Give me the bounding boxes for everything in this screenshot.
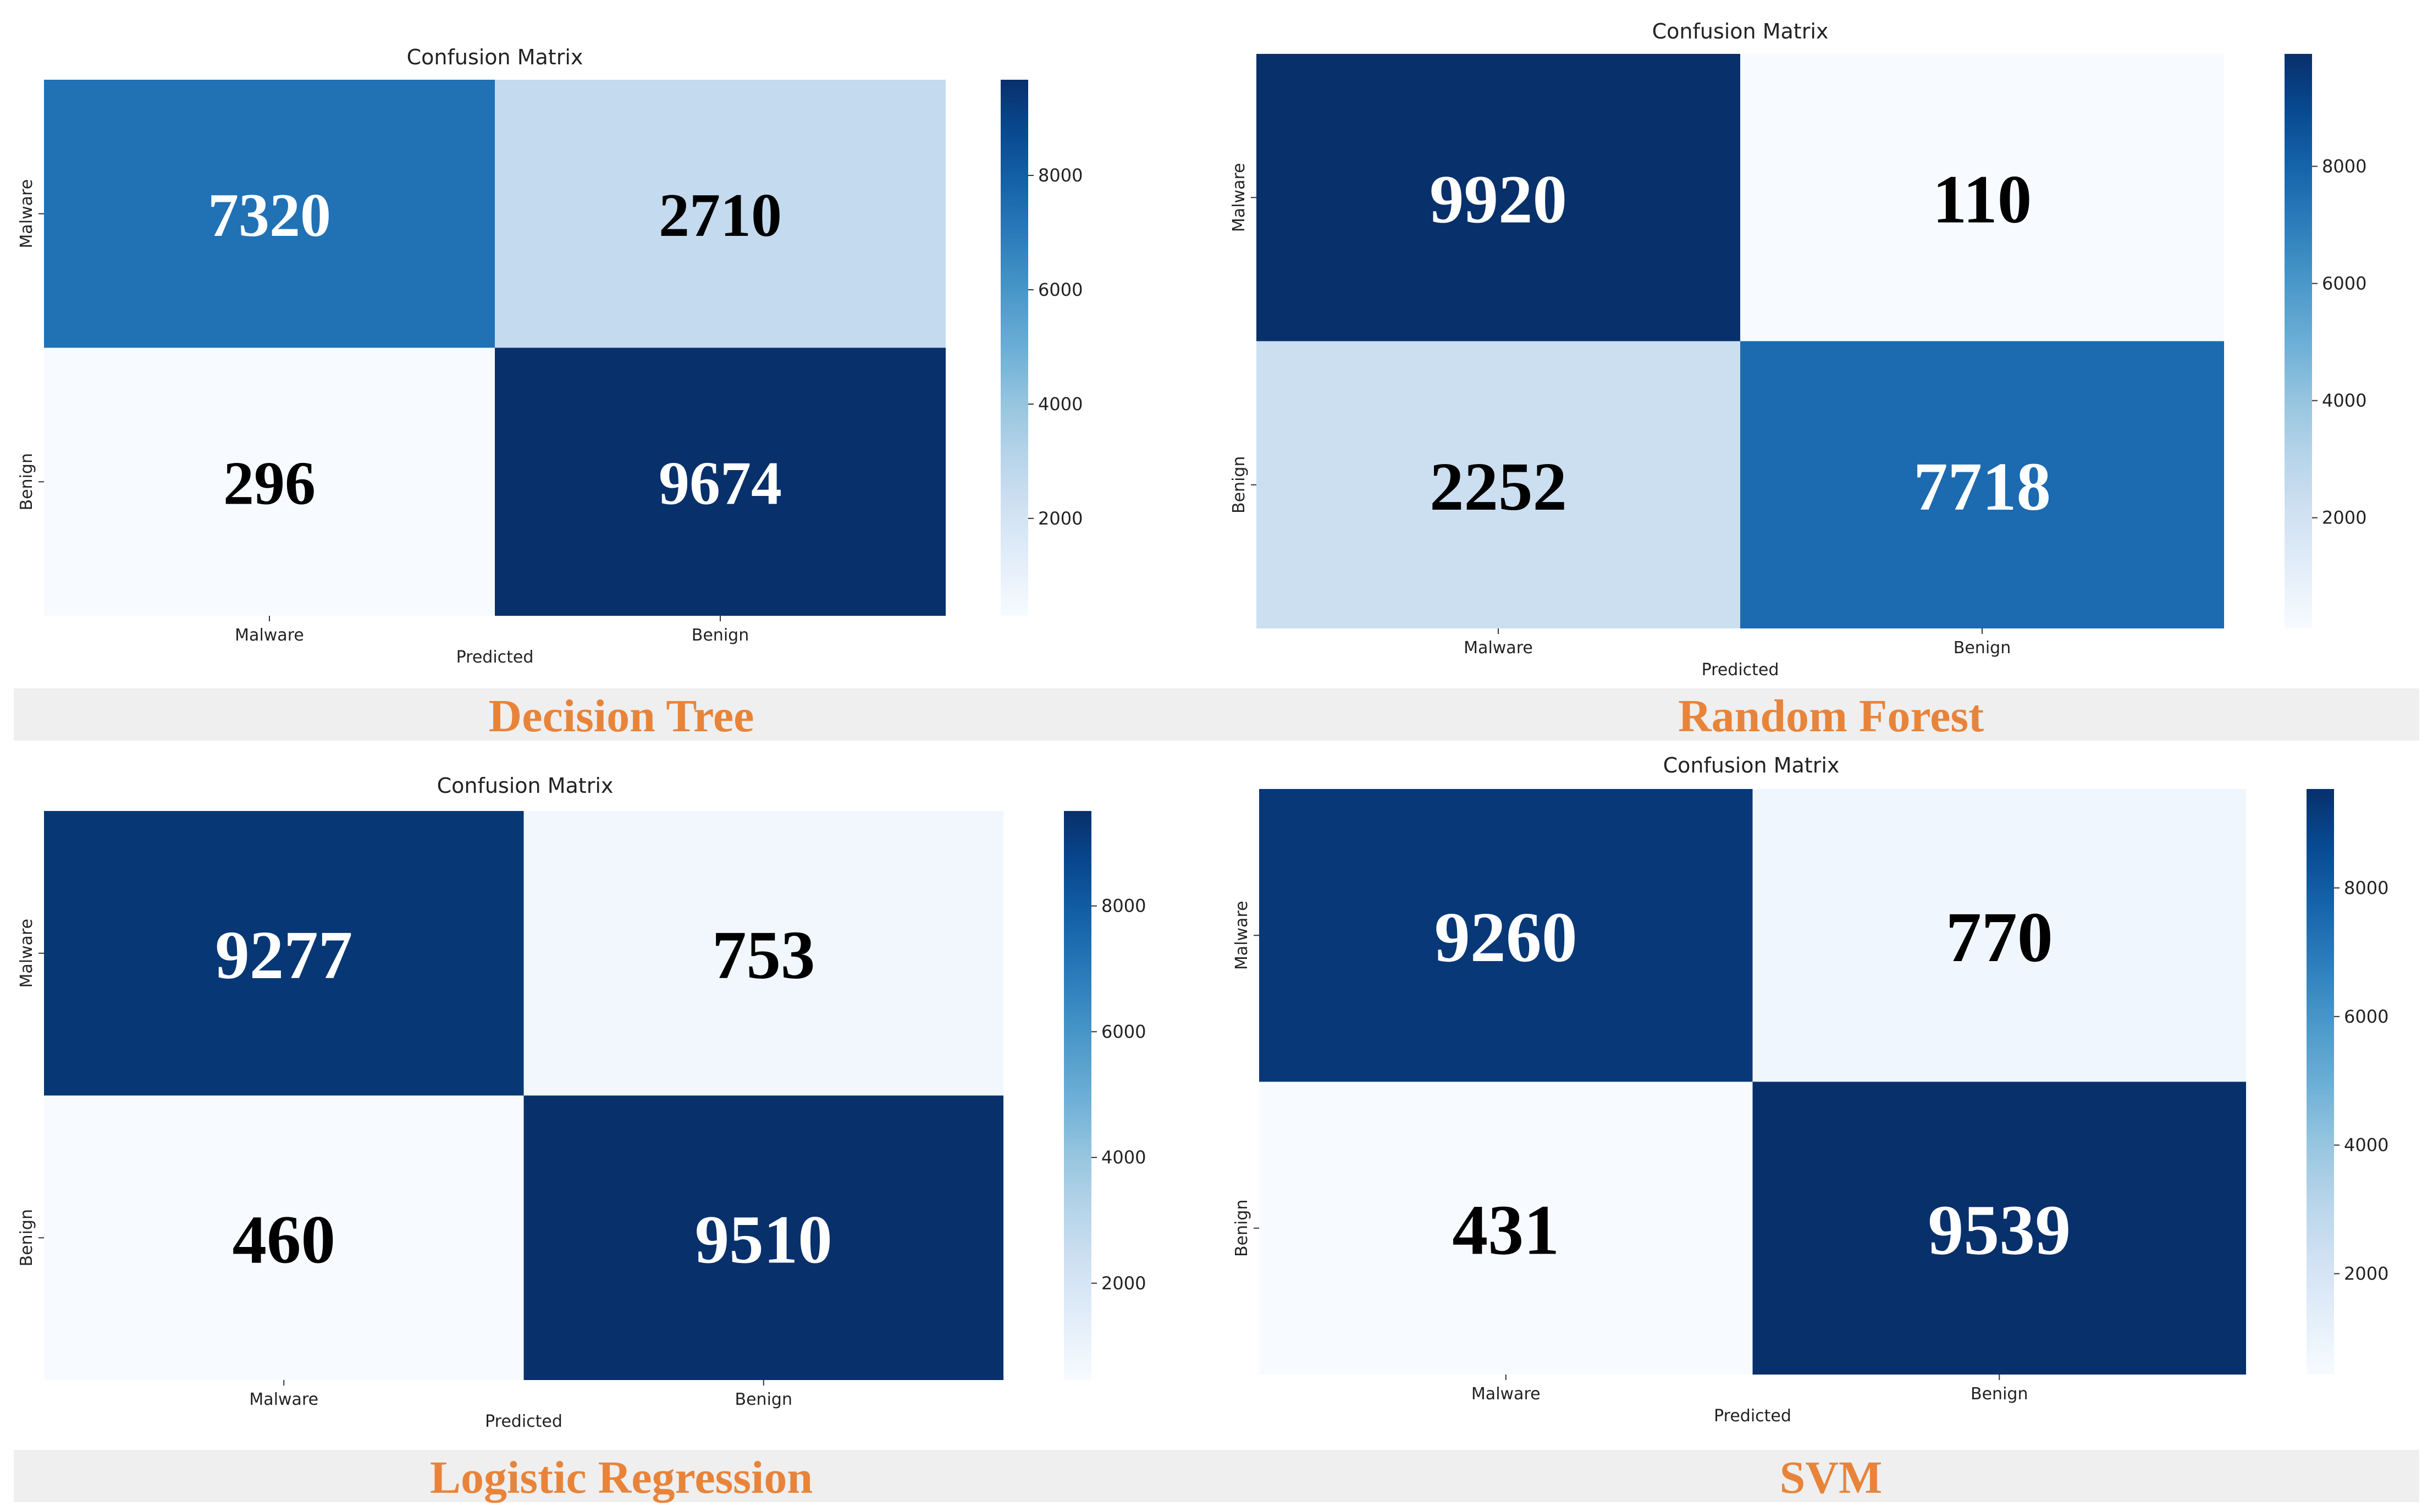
cell-value-label: 770 xyxy=(1946,898,2053,977)
colorbar xyxy=(1064,811,1091,1380)
chart-logistic-regression: Logistic Regression Confusion Matrix 9277 7… xyxy=(14,774,1212,1503)
colorbar-tick-label: 4000 xyxy=(1038,394,1083,415)
y-tick-label: Malware xyxy=(17,919,36,988)
heatmap-cell xyxy=(523,1095,1003,1380)
x-tick-label: Malware xyxy=(1464,638,1533,658)
colorbar-tick-label: 6000 xyxy=(1101,1021,1146,1042)
cell-value-label: 753 xyxy=(712,918,815,994)
cell-value-label: 296 xyxy=(223,450,316,518)
y-tick-label: Benign xyxy=(17,453,36,510)
caption-band xyxy=(1212,1450,2419,1502)
colorbar-tick-label: 6000 xyxy=(2322,273,2366,294)
cell-value-label: 7320 xyxy=(208,181,331,250)
cell-value-label: 431 xyxy=(1452,1191,1559,1270)
heatmap-cell xyxy=(1256,341,1740,628)
chart-decision-tree: Decision Tree Confusion Matrix 7320 2710 296… xyxy=(14,45,1212,742)
cell-value-label: 9260 xyxy=(1435,898,1577,977)
y-tick-label: Benign xyxy=(1232,1200,1251,1257)
cell-value-label: 9277 xyxy=(215,918,352,994)
colorbar xyxy=(1001,80,1028,616)
colorbar-tick-label: 2000 xyxy=(2344,1263,2388,1284)
heatmap-cell xyxy=(1740,54,2224,341)
colorbar-tick-label: 2000 xyxy=(1101,1273,1146,1294)
heatmap-cell xyxy=(44,811,524,1096)
colorbar-tick-label: 4000 xyxy=(1101,1147,1146,1168)
y-tick-label: Malware xyxy=(1229,163,1249,232)
cell-value-label: 460 xyxy=(233,1202,336,1278)
chart-title: Confusion Matrix xyxy=(1652,19,1829,43)
x-tick-label: Benign xyxy=(692,626,749,645)
x-tick-label: Benign xyxy=(1954,638,2011,658)
cell-value-label: 110 xyxy=(1933,162,2032,238)
chart-caption: Decision Tree xyxy=(489,691,754,742)
x-axis-label: Predicted xyxy=(485,1412,562,1431)
cell-value-label: 9539 xyxy=(1928,1191,2071,1270)
colorbar-tick-label: 4000 xyxy=(2322,390,2366,411)
cell-value-label: 9674 xyxy=(659,450,782,518)
heatmap-cell xyxy=(44,80,495,348)
cell-value-label: 7718 xyxy=(1913,449,2051,525)
chart-svm: SVM Confusion Matrix 9260 770 431 9539 Malware… xyxy=(1212,753,2419,1503)
cell-value-label: 2710 xyxy=(659,181,782,250)
heatmap-cell xyxy=(1752,789,2246,1082)
chart-caption: Logistic Regression xyxy=(430,1452,813,1503)
colorbar xyxy=(2285,54,2312,628)
y-tick-label: Benign xyxy=(17,1209,36,1266)
colorbar-tick-label: 2000 xyxy=(2322,507,2366,528)
heatmap-cell xyxy=(44,347,495,616)
x-axis-label: Predicted xyxy=(1702,660,1779,680)
x-axis-label: Predicted xyxy=(456,648,534,667)
chart-caption: Random Forest xyxy=(1678,691,1984,742)
heatmap-cell xyxy=(495,347,946,616)
chart-title: Confusion Matrix xyxy=(407,45,583,69)
colorbar-tick-label: 8000 xyxy=(2322,156,2366,177)
colorbar-tick-label: 6000 xyxy=(2344,1006,2388,1027)
x-tick-label: Benign xyxy=(735,1390,792,1409)
heatmap-cell xyxy=(495,80,946,348)
x-tick-label: Malware xyxy=(1471,1384,1541,1404)
x-axis-label: Predicted xyxy=(1714,1406,1791,1426)
colorbar-tick-label: 4000 xyxy=(2344,1135,2388,1156)
cell-value-label: 9920 xyxy=(1430,162,1567,238)
heatmap-cell xyxy=(44,1095,524,1380)
y-tick-label: Malware xyxy=(17,179,36,249)
cell-value-label: 9510 xyxy=(695,1202,832,1278)
chart-random-forest: Random Forest Confusion Matrix 9920 110 2252… xyxy=(1212,19,2419,742)
y-tick-label: Malware xyxy=(1232,901,1251,970)
caption-band xyxy=(1212,688,2419,741)
heatmap-cell xyxy=(1740,341,2224,628)
colorbar-tick-label: 8000 xyxy=(2344,878,2388,898)
heatmap-cell xyxy=(1256,54,1740,341)
chart-title: Confusion Matrix xyxy=(437,774,614,798)
heatmap-cell xyxy=(1259,1081,1753,1375)
y-tick-label: Benign xyxy=(1229,456,1249,514)
colorbar-tick-label: 8000 xyxy=(1038,165,1083,186)
x-tick-label: Malware xyxy=(249,1390,318,1409)
caption-band xyxy=(14,1450,1212,1502)
cell-value-label: 2252 xyxy=(1430,449,1567,525)
colorbar-tick-label: 8000 xyxy=(1101,896,1146,917)
caption-band xyxy=(14,688,1212,741)
heatmap-cell xyxy=(1752,1081,2246,1375)
colorbar-tick-label: 6000 xyxy=(1038,279,1083,300)
heatmap-cell xyxy=(523,811,1003,1096)
colorbar xyxy=(2307,789,2334,1375)
x-tick-label: Benign xyxy=(1971,1384,2028,1404)
colorbar-tick-label: 2000 xyxy=(1038,508,1083,529)
chart-title: Confusion Matrix xyxy=(1663,753,1840,777)
x-tick-label: Malware xyxy=(235,626,304,645)
chart-caption: SVM xyxy=(1780,1452,1883,1503)
heatmap-cell xyxy=(1259,789,1753,1082)
